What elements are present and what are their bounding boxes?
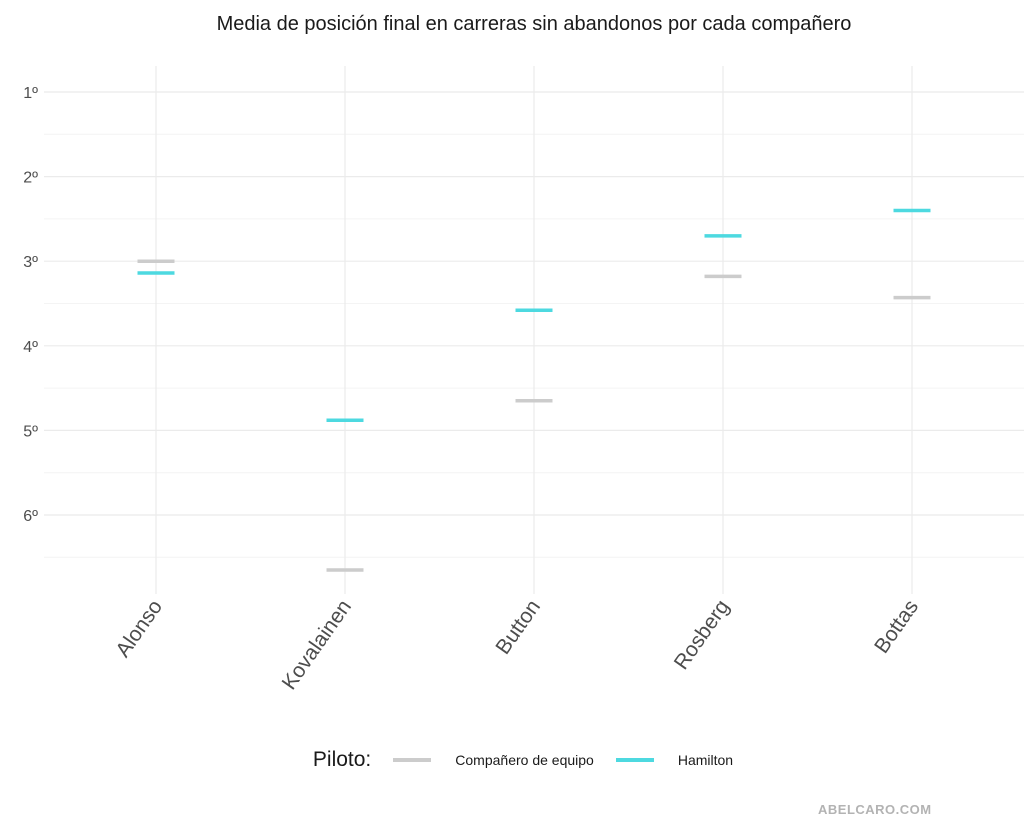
y-tick-label: 4º	[23, 339, 38, 356]
x-tick-label: Bottas	[870, 596, 923, 658]
y-tick-label: 3º	[23, 254, 38, 271]
y-tick-label: 6º	[23, 508, 38, 525]
legend-item-hamilton: Hamilton	[615, 752, 734, 768]
y-tick-label: 2º	[23, 170, 38, 187]
legend-key-teammate	[393, 758, 432, 762]
y-tick-label: 1º	[23, 85, 38, 102]
x-tick-label: Rosberg	[670, 596, 734, 674]
chart-title: Media de posición final en carreras sin …	[216, 13, 852, 35]
legend: Piloto: Compañero de equipo Hamilton	[0, 745, 1024, 775]
legend-key-hamilton	[615, 758, 654, 762]
x-tick-label: Alonso	[111, 596, 167, 662]
x-tick-label: Button	[491, 596, 545, 659]
x-tick-label: Kovalainen	[278, 596, 356, 694]
legend-label-teammate: Compañero de equipo	[455, 752, 594, 768]
legend-label-hamilton: Hamilton	[677, 752, 734, 768]
y-tick-label: 5º	[23, 423, 38, 440]
legend-title: Piloto:	[312, 748, 372, 771]
legend-item-teammate: Compañero de equipo	[393, 752, 594, 768]
watermark: ABELCARO.COM	[818, 802, 932, 817]
